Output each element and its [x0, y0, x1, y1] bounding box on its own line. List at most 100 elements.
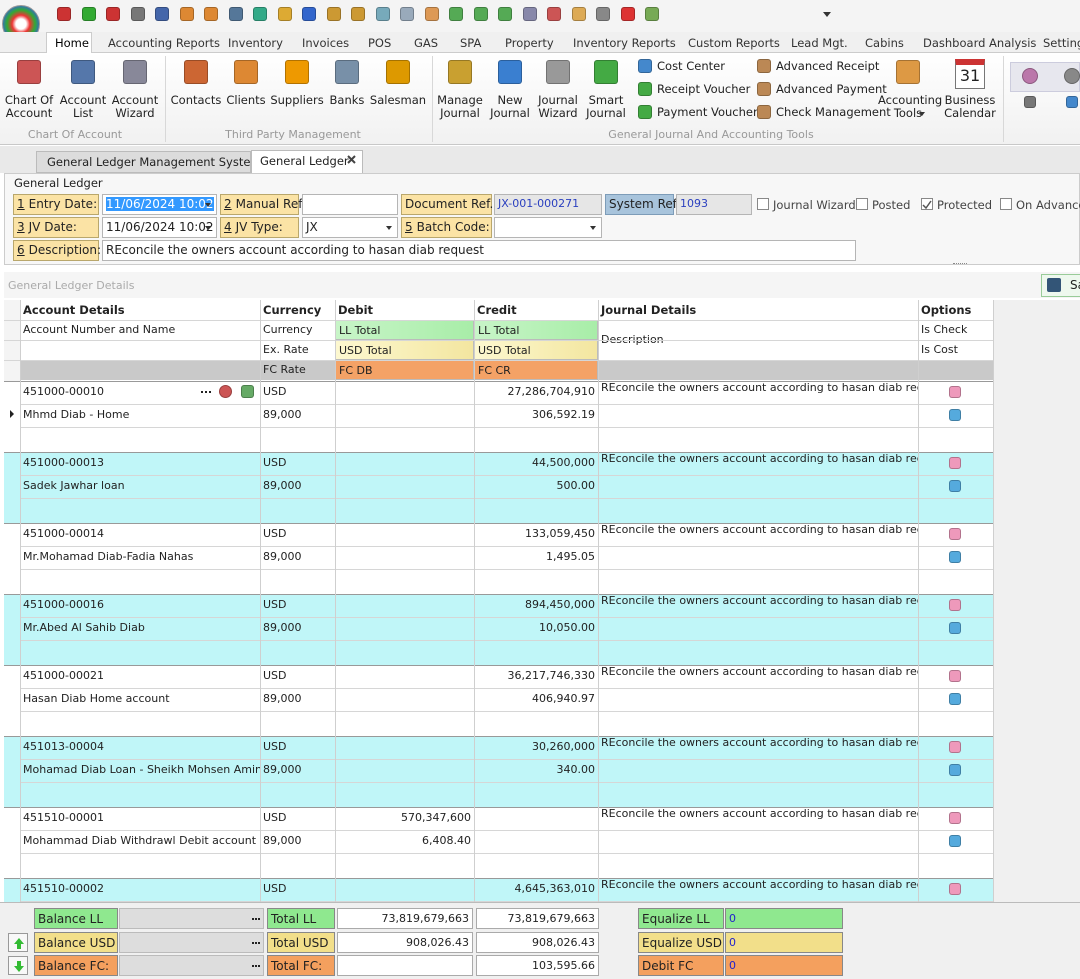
ribbon-tab[interactable]: SPA — [460, 36, 481, 50]
icon[interactable] — [82, 7, 96, 21]
ribbon-button[interactable]: Account Wizard — [110, 94, 160, 120]
grid-cell[interactable]: 4,645,363,010 — [474, 878, 598, 900]
icon[interactable] — [949, 741, 961, 753]
icon[interactable] — [621, 7, 635, 21]
grid-cell[interactable]: 89,000 — [260, 475, 335, 497]
icon[interactable] — [302, 7, 316, 21]
grid-cell[interactable]: USD — [260, 452, 335, 474]
icon[interactable] — [949, 835, 961, 847]
icon[interactable] — [949, 599, 961, 611]
grid-cell[interactable]: Mr.Mohamad Diab-Fadia Nahas — [20, 546, 260, 568]
ribbon-tab[interactable]: Property — [505, 36, 554, 50]
icon[interactable] — [155, 7, 169, 21]
icon[interactable] — [180, 7, 194, 21]
ribbon-button[interactable]: Salesman — [368, 94, 428, 107]
ribbon-button[interactable]: Chart Of Account — [3, 94, 55, 120]
ribbon-button[interactable]: Manage Journal — [435, 94, 485, 120]
grid-cell[interactable]: REconcile the owners account according t… — [598, 377, 918, 399]
grid-cell[interactable]: 451000-00016 — [20, 594, 260, 616]
ribbon-tab[interactable]: Custom Reports — [688, 36, 780, 50]
grid-cell[interactable]: REconcile the owners account according t… — [598, 874, 918, 896]
close-icon[interactable] — [346, 154, 357, 165]
icon[interactable] — [949, 528, 961, 540]
icon[interactable] — [57, 7, 71, 21]
icon[interactable] — [949, 386, 961, 398]
grid-cell[interactable]: 451013-00004 — [20, 736, 260, 758]
grid-cell[interactable]: 89,000 — [260, 546, 335, 568]
grid-cell[interactable]: 451510-00002 — [20, 878, 260, 900]
grid-cell[interactable]: USD — [260, 736, 335, 758]
input[interactable]: JX-001-000271 — [494, 194, 602, 215]
grid-cell[interactable]: REconcile the owners account according t… — [598, 448, 918, 470]
grid-cell[interactable]: USD — [260, 523, 335, 545]
grid-cell[interactable]: 451000-00014 — [20, 523, 260, 545]
ribbon-tab[interactable]: Settings — [1043, 36, 1080, 50]
ribbon-tab[interactable]: Inventory — [228, 36, 283, 50]
ribbon-button[interactable]: Accounting Tools — [878, 94, 938, 120]
icon[interactable] — [949, 622, 961, 634]
grid-cell[interactable]: 133,059,450 — [474, 523, 598, 545]
icon[interactable] — [949, 693, 961, 705]
ribbon-tab[interactable]: Cabins — [865, 36, 904, 50]
ribbon-small-button[interactable]: Cost Center — [657, 59, 725, 73]
icon[interactable] — [425, 7, 439, 21]
arrow-button[interactable] — [8, 933, 28, 952]
ribbon-tab[interactable]: Home — [55, 36, 89, 50]
checkbox[interactable] — [757, 198, 769, 210]
icon[interactable] — [596, 7, 610, 21]
icon[interactable] — [949, 551, 961, 563]
grid-cell[interactable]: Mhmd Diab - Home — [20, 404, 260, 426]
grid-cell[interactable]: 89,000 — [260, 759, 335, 781]
icon[interactable] — [949, 457, 961, 469]
grid-cell[interactable]: REconcile the owners account according t… — [598, 732, 918, 754]
toolbar-dropdown[interactable] — [823, 12, 831, 17]
grid-cell[interactable]: USD — [260, 381, 335, 403]
grid-cell[interactable]: 406,940.97 — [474, 688, 598, 710]
input[interactable]: REconcile the owners account according t… — [102, 240, 856, 261]
input[interactable] — [302, 194, 398, 215]
input[interactable]: 1093 — [676, 194, 752, 215]
icon[interactable] — [572, 7, 586, 21]
ribbon-small-button[interactable]: Advanced Receipt — [776, 59, 879, 73]
icon[interactable] — [949, 883, 961, 895]
grid-cell[interactable]: 6,408.40 — [335, 830, 474, 852]
grid-cell[interactable]: 500.00 — [474, 475, 598, 497]
icon[interactable] — [376, 7, 390, 21]
ribbon-button[interactable]: Account List — [58, 94, 108, 120]
icon[interactable] — [949, 812, 961, 824]
grid-cell[interactable]: Mr.Abed Al Sahib Diab — [20, 617, 260, 639]
icon[interactable] — [106, 7, 120, 21]
ribbon-button[interactable]: Smart Journal — [581, 94, 631, 120]
icon[interactable] — [645, 7, 659, 21]
ribbon-button[interactable]: Journal Wizard — [533, 94, 583, 120]
input[interactable]: 11/06/2024 10:02 — [102, 194, 217, 215]
ribbon-button[interactable]: Business Calendar — [940, 94, 1000, 120]
grid-cell[interactable]: 89,000 — [260, 830, 335, 852]
icon[interactable] — [547, 7, 561, 21]
grid-cell[interactable]: 10,050.00 — [474, 617, 598, 639]
icon[interactable] — [949, 670, 961, 682]
arrow-button[interactable] — [8, 956, 28, 975]
grid-cell[interactable]: 89,000 — [260, 688, 335, 710]
grid-cell[interactable]: 570,347,600 — [335, 807, 474, 829]
icon[interactable] — [253, 7, 267, 21]
ribbon-small-button[interactable]: Advanced Payment — [776, 82, 887, 96]
checkbox-label[interactable]: Journal Wizard — [773, 198, 856, 212]
grid-cell[interactable]: 1,495.05 — [474, 546, 598, 568]
icon[interactable] — [523, 7, 537, 21]
doc-tab-text[interactable]: General Ledger — [260, 154, 349, 168]
icon[interactable] — [229, 7, 243, 21]
icon[interactable] — [949, 409, 961, 421]
grid-cell[interactable]: 89,000 — [260, 617, 335, 639]
icon[interactable] — [449, 7, 463, 21]
ribbon-tab[interactable]: Inventory Reports — [573, 36, 676, 50]
checkbox[interactable] — [856, 198, 868, 210]
checkbox-label[interactable]: Posted — [872, 198, 910, 212]
ribbon-small-button[interactable]: Check Management — [776, 105, 891, 119]
icon[interactable] — [204, 7, 218, 21]
grid-cell[interactable]: 451000-00021 — [20, 665, 260, 687]
grid-cell[interactable]: 340.00 — [474, 759, 598, 781]
ribbon-small-button[interactable]: Payment Voucher — [657, 105, 758, 119]
input[interactable] — [494, 217, 602, 238]
grid-cell[interactable]: 30,260,000 — [474, 736, 598, 758]
